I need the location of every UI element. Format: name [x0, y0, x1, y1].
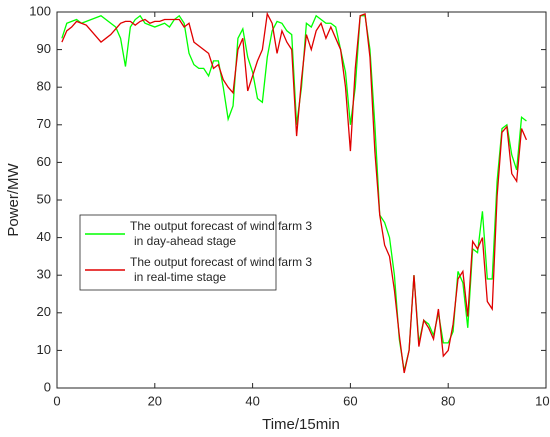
y-tick-label: 20 [37, 304, 51, 319]
plot-frame [56, 11, 547, 389]
y-tick-label: 30 [37, 267, 51, 282]
series-line [61, 14, 527, 372]
y-tick-label: 60 [37, 154, 51, 169]
x-tick-label: 60 [343, 393, 357, 408]
y-axis-label: Power/MW [5, 162, 22, 236]
y-tick-label: 0 [44, 379, 51, 394]
x-tick-label: 100 [535, 393, 550, 408]
y-tick-label: 90 [37, 41, 51, 56]
y-tick-label: 80 [37, 79, 51, 94]
x-tick-label: 40 [245, 393, 259, 408]
x-tick-label: 0 [53, 393, 60, 408]
x-tick-label: 20 [148, 393, 162, 408]
y-tick-label: 70 [37, 116, 51, 131]
legend-box [79, 214, 277, 291]
legend-label: The output forecast of wind farm 3 in rea… [130, 255, 312, 284]
x-tick-label: 80 [441, 393, 455, 408]
y-tick-label: 40 [37, 229, 51, 244]
legend-label: The output forecast of wind farm 3 in day… [130, 219, 312, 248]
y-tick-label: 50 [37, 191, 51, 206]
y-tick-label: 100 [29, 3, 51, 18]
y-tick-label: 10 [37, 342, 51, 357]
x-axis-label: Time/15min [262, 416, 340, 433]
series-line [61, 11, 528, 374]
